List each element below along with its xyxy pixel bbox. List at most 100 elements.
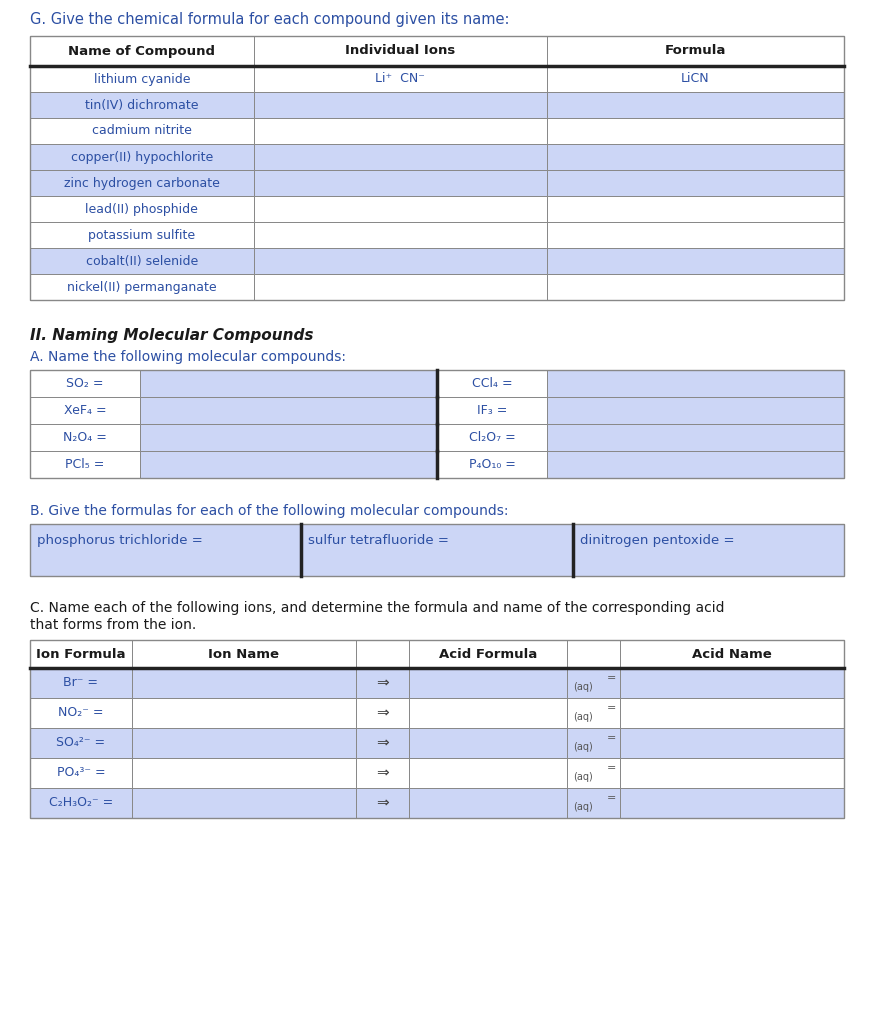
Bar (30, 640, 844, 818)
Text: tin(IV) dichromate: tin(IV) dichromate (85, 98, 198, 112)
Text: CCl₄ =: CCl₄ = (472, 377, 512, 390)
Bar (356, 698, 408, 728)
Bar (253, 118, 547, 144)
Text: II. Naming Molecular Compounds: II. Naming Molecular Compounds (30, 328, 314, 343)
Text: Ion Formula: Ion Formula (36, 647, 126, 660)
Bar (140, 370, 437, 397)
Text: phosphorus trichloride =: phosphorus trichloride = (37, 534, 203, 547)
Text: Acid Formula: Acid Formula (439, 647, 537, 660)
Bar (356, 788, 408, 818)
Text: A. Name the following molecular compounds:: A. Name the following molecular compound… (30, 350, 346, 364)
Bar (547, 222, 844, 248)
Bar (253, 196, 547, 222)
Bar (547, 66, 844, 92)
Text: =: = (607, 733, 616, 743)
Text: C₂H₃O₂⁻ =: C₂H₃O₂⁻ = (49, 797, 113, 810)
Text: Li⁺  CN⁻: Li⁺ CN⁻ (376, 73, 426, 85)
Bar (30, 370, 140, 397)
Text: SO₄²⁻ =: SO₄²⁻ = (56, 736, 106, 750)
Text: copper(II) hypochlorite: copper(II) hypochlorite (71, 151, 213, 164)
Bar (140, 397, 437, 424)
Text: nickel(II) permanganate: nickel(II) permanganate (67, 281, 217, 294)
Bar (253, 170, 547, 196)
Text: XeF₄ =: XeF₄ = (64, 404, 107, 417)
Text: Acid Name: Acid Name (692, 647, 772, 660)
Text: (aq): (aq) (573, 682, 593, 691)
Text: dinitrogen pentoxide =: dinitrogen pentoxide = (579, 534, 734, 547)
Bar (132, 698, 356, 728)
Text: cobalt(II) selenide: cobalt(II) selenide (86, 255, 198, 267)
Bar (356, 640, 408, 668)
Bar (30, 698, 132, 728)
Bar (30, 36, 844, 300)
Bar (408, 758, 567, 788)
Bar (567, 698, 621, 728)
Text: (aq): (aq) (573, 802, 593, 812)
Bar (547, 118, 844, 144)
Bar (547, 196, 844, 222)
Bar (30, 728, 132, 758)
Bar (140, 451, 437, 478)
Text: SO₂ =: SO₂ = (66, 377, 104, 390)
Bar (30, 66, 253, 92)
Bar (132, 728, 356, 758)
Text: NO₂⁻ =: NO₂⁻ = (59, 707, 104, 720)
Bar (30, 524, 844, 575)
Bar (408, 698, 567, 728)
Bar (621, 640, 844, 668)
Text: N₂O₄ =: N₂O₄ = (63, 431, 107, 444)
Bar (30, 451, 140, 478)
Bar (30, 92, 253, 118)
Bar (30, 524, 302, 575)
Text: =: = (607, 674, 616, 683)
Bar (253, 66, 547, 92)
Bar (30, 144, 253, 170)
Bar (567, 640, 621, 668)
Bar (547, 36, 844, 66)
Bar (30, 668, 132, 698)
Bar (547, 451, 844, 478)
Bar (132, 758, 356, 788)
Text: LiCN: LiCN (681, 73, 710, 85)
Text: =: = (607, 764, 616, 773)
Text: (aq): (aq) (573, 741, 593, 752)
Bar (567, 668, 621, 698)
Text: that forms from the ion.: that forms from the ion. (30, 618, 197, 632)
Bar (547, 424, 844, 451)
Bar (132, 640, 356, 668)
Text: Individual Ions: Individual Ions (345, 44, 455, 57)
Bar (253, 36, 547, 66)
Text: PO₄³⁻ =: PO₄³⁻ = (57, 767, 105, 779)
Text: (aq): (aq) (573, 712, 593, 722)
Bar (621, 758, 844, 788)
Bar (30, 370, 844, 478)
Bar (30, 424, 140, 451)
Bar (437, 424, 547, 451)
Bar (140, 424, 437, 451)
Text: Ion Name: Ion Name (208, 647, 279, 660)
Bar (408, 668, 567, 698)
Text: Name of Compound: Name of Compound (68, 44, 215, 57)
Text: ⇒: ⇒ (376, 706, 388, 721)
Text: zinc hydrogen carbonate: zinc hydrogen carbonate (64, 176, 220, 189)
Bar (132, 668, 356, 698)
Text: C. Name each of the following ions, and determine the formula and name of the co: C. Name each of the following ions, and … (30, 601, 725, 615)
Bar (547, 274, 844, 300)
Bar (437, 451, 547, 478)
Bar (30, 758, 132, 788)
Text: =: = (607, 703, 616, 714)
Bar (253, 144, 547, 170)
Text: G. Give the chemical formula for each compound given its name:: G. Give the chemical formula for each co… (30, 12, 510, 27)
Bar (567, 728, 621, 758)
Bar (547, 144, 844, 170)
Bar (253, 274, 547, 300)
Text: lithium cyanide: lithium cyanide (94, 73, 191, 85)
Bar (547, 170, 844, 196)
Bar (302, 524, 572, 575)
Text: IF₃ =: IF₃ = (476, 404, 507, 417)
Bar (621, 728, 844, 758)
Text: ⇒: ⇒ (376, 796, 388, 811)
Bar (567, 788, 621, 818)
Bar (437, 370, 547, 397)
Bar (621, 788, 844, 818)
